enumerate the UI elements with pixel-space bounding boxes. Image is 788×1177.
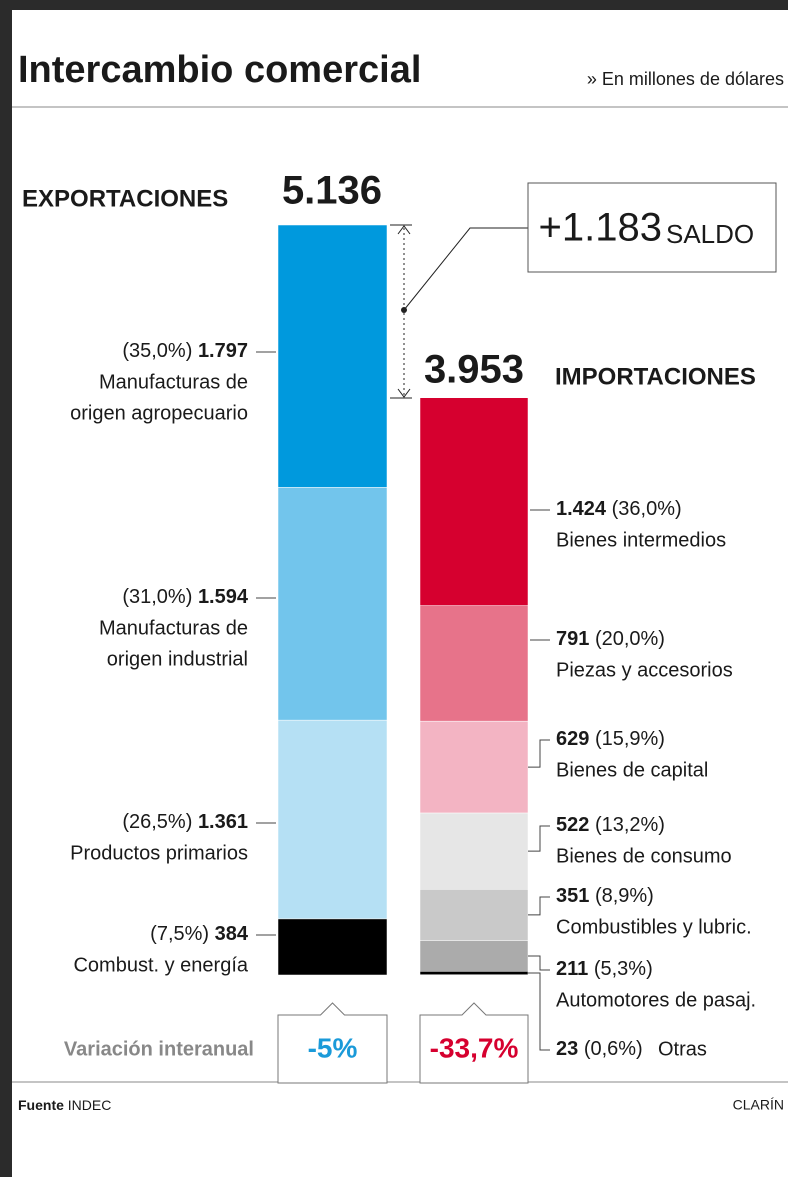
segment-category: Bienes de consumo (556, 845, 732, 867)
segment-category: Productos primarios (70, 842, 248, 864)
segment-category: origen agropecuario (70, 402, 248, 424)
bar-segment (419, 605, 529, 722)
segment-category: Manufacturas de (99, 371, 248, 393)
segment-category: Automotores de pasaj. (556, 989, 756, 1011)
bar-segment (277, 224, 388, 488)
segment-value: 384 (215, 923, 249, 945)
segment-pct: (31,0%) (122, 586, 192, 608)
segment-pct: (15,9%) (595, 728, 665, 750)
segment-value: 522 (556, 814, 589, 836)
imports-total: 3.953 (424, 348, 524, 392)
leader (528, 825, 550, 852)
segment-value: 1.797 (198, 340, 248, 362)
exports-title: EXPORTACIONES (22, 185, 228, 212)
balance-value: +1.183 (539, 206, 662, 250)
segment-value: 1.361 (198, 811, 248, 833)
segment-label: (26,5%) 1.361 (122, 811, 248, 833)
subtitle: » En millones de dólares (587, 69, 784, 89)
leader (528, 739, 550, 768)
segment-label: 629 (15,9%) (556, 728, 665, 750)
bar-segment (419, 971, 529, 975)
imports-title: IMPORTACIONES (555, 363, 756, 390)
segment-value: 351 (556, 885, 589, 907)
segment-pct: (36,0%) (612, 498, 682, 520)
title: Intercambio comercial (18, 49, 421, 91)
brand: CLARÍN (733, 1097, 784, 1113)
balance-box (527, 182, 777, 273)
segment-label: (35,0%) 1.797 (122, 340, 248, 362)
segment-category: Manufacturas de (99, 617, 248, 639)
segment-value: 791 (556, 628, 589, 650)
variation-title: Variación interanual (64, 1038, 254, 1060)
segment-value: 1.594 (198, 586, 249, 608)
segment-category: Otras (658, 1038, 707, 1060)
variation-box (419, 1002, 529, 1084)
segment-pct: (5,3%) (594, 958, 653, 980)
segment-pct: (8,9%) (595, 885, 654, 907)
bar-segment (419, 812, 529, 890)
segment-pct: (0,6%) (584, 1038, 643, 1060)
segment-pct: (13,2%) (595, 814, 665, 836)
segment-category: Bienes intermedios (556, 529, 726, 551)
variation-value: -5% (308, 1032, 358, 1063)
bar-segment (277, 918, 388, 976)
leader (528, 972, 550, 1051)
bar-segment (419, 720, 529, 814)
segment-value: 211 (556, 958, 588, 980)
balance-connector (403, 227, 528, 311)
segment-category: origen industrial (107, 648, 248, 670)
segment-category: Combust. y energía (73, 954, 248, 976)
segment-pct: (35,0%) (122, 340, 192, 362)
source: INDEC (68, 1097, 112, 1113)
segment-label: (7,5%) 384 (150, 923, 249, 945)
segment-label: 211 (5,3%) (556, 958, 653, 980)
balance-arrows (390, 224, 412, 399)
segment-value: 629 (556, 728, 589, 750)
segment-pct: (26,5%) (122, 811, 192, 833)
segment-label: 791 (20,0%) (556, 628, 665, 650)
segment-pct: (7,5%) (150, 923, 209, 945)
segment-value: 1.424 (556, 498, 607, 520)
segment-category: Bienes de capital (556, 759, 708, 781)
bar-segment (419, 397, 529, 606)
leader (528, 955, 550, 971)
bar-segment (419, 940, 529, 972)
variation-box (277, 1002, 388, 1084)
footer-source: Fuente INDEC (18, 1097, 111, 1113)
source-label: Fuente (18, 1097, 64, 1113)
segment-label: 522 (13,2%) (556, 814, 665, 836)
segment-label: (31,0%) 1.594 (122, 586, 249, 608)
bar-segment (419, 889, 529, 941)
segment-category: Combustibles y lubric. (556, 916, 752, 938)
segment-label: 351 (8,9%) (556, 885, 654, 907)
segment-label: 23 (0,6%) (556, 1038, 643, 1060)
segment-label: 1.424 (36,0%) (556, 498, 682, 520)
bar-segment (277, 487, 388, 721)
segment-pct: (20,0%) (595, 628, 665, 650)
variation-value: -33,7% (430, 1032, 519, 1063)
exports-total: 5.136 (282, 169, 382, 213)
balance-label: SALDO (666, 219, 754, 249)
segment-category: Piezas y accesorios (556, 659, 733, 681)
segment-value: 23 (556, 1038, 578, 1060)
leader (528, 896, 550, 916)
bar-segment (277, 719, 388, 920)
